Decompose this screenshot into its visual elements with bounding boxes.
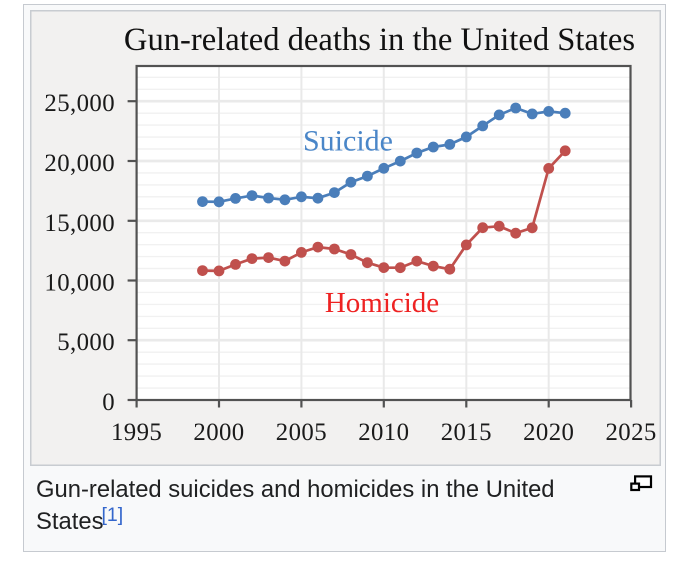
svg-text:5,000: 5,000 (57, 329, 115, 356)
svg-text:2015: 2015 (441, 419, 492, 446)
svg-text:2000: 2000 (193, 419, 244, 446)
svg-text:10,000: 10,000 (44, 270, 115, 297)
svg-text:25,000: 25,000 (44, 90, 115, 117)
svg-text:2025: 2025 (605, 419, 656, 446)
svg-text:2020: 2020 (523, 419, 574, 446)
svg-text:Gun-related deaths in the Unit: Gun-related deaths in the United States (124, 22, 635, 58)
svg-text:1995: 1995 (111, 419, 162, 446)
svg-text:Suicide: Suicide (303, 124, 393, 157)
svg-text:20,000: 20,000 (44, 150, 115, 177)
svg-text:2010: 2010 (358, 419, 409, 446)
svg-text:0: 0 (102, 389, 115, 416)
svg-text:2005: 2005 (276, 419, 327, 446)
svg-text:15,000: 15,000 (44, 210, 115, 237)
svg-text:Homicide: Homicide (325, 287, 439, 319)
